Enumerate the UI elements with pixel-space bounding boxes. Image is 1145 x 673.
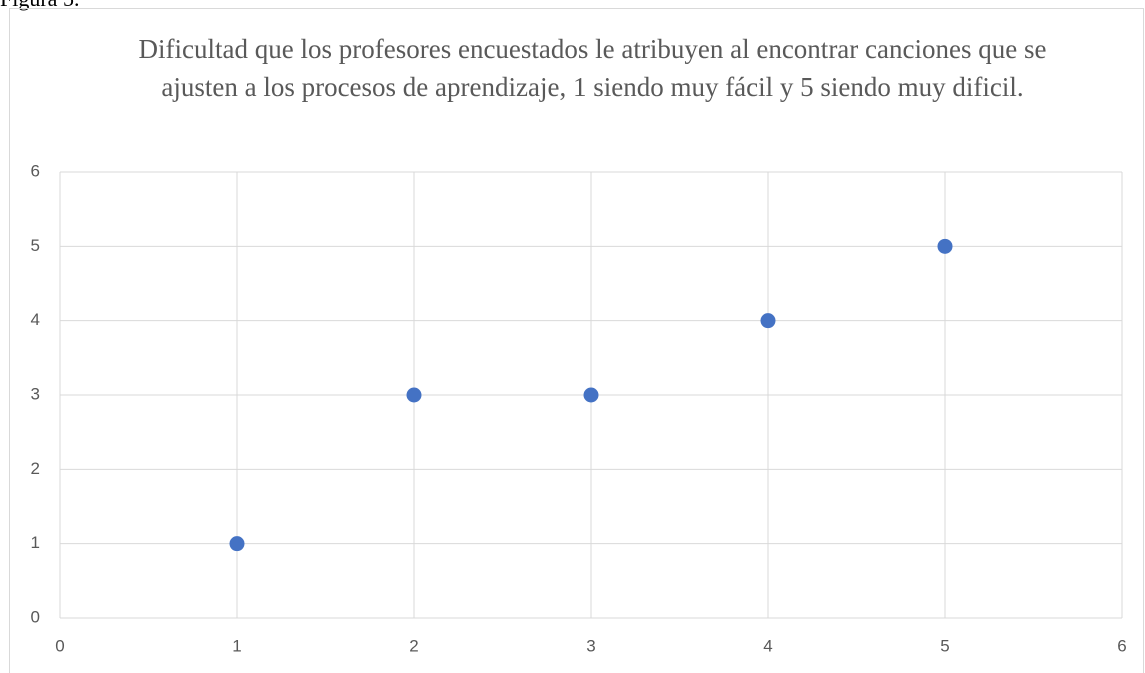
y-tick-label: 1	[31, 533, 40, 552]
chart-frame	[9, 8, 1144, 673]
chart-title: Dificultad que los profesores encuestado…	[138, 34, 1047, 102]
point	[229, 536, 245, 552]
x-tick-label: 4	[763, 636, 772, 655]
y-tick-label: 0	[31, 607, 40, 626]
figure-caption: Figura 5.	[0, 0, 79, 12]
y-tick-label: 6	[31, 161, 40, 180]
point	[406, 387, 422, 403]
y-tick-label: 4	[31, 310, 40, 329]
x-tick-label: 0	[55, 636, 64, 655]
x-tick-label: 5	[940, 636, 949, 655]
y-tick-label: 5	[31, 236, 40, 255]
point	[583, 387, 599, 403]
x-tick-label: 3	[586, 636, 595, 655]
y-tick-label: 3	[31, 384, 40, 403]
point	[760, 313, 776, 329]
x-tick-label: 6	[1117, 636, 1126, 655]
x-tick-label: 1	[232, 636, 241, 655]
y-tick-label: 2	[31, 459, 40, 478]
point	[937, 238, 953, 254]
x-tick-label: 2	[409, 636, 418, 655]
